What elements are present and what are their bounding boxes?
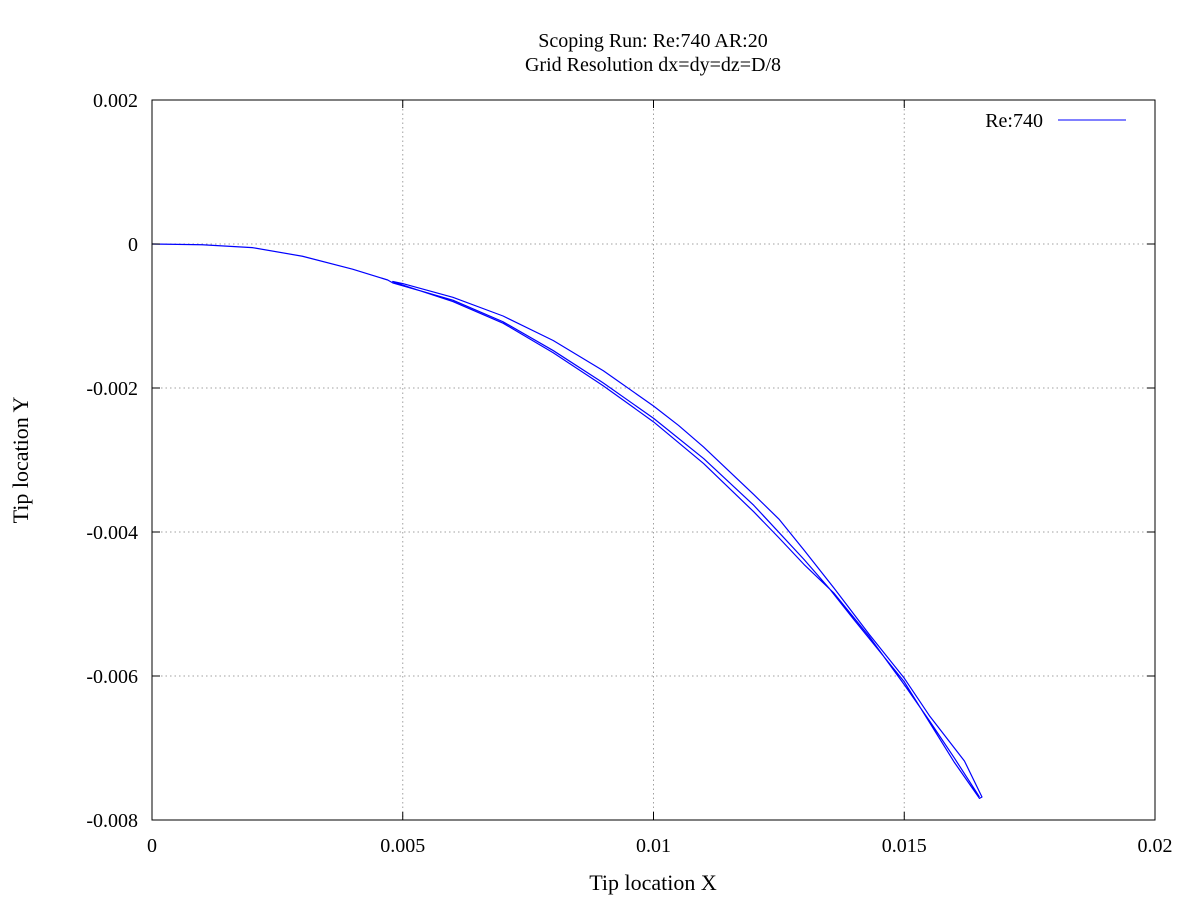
legend: Re:740 [985,110,1126,132]
y-tick-label: -0.008 [86,810,138,832]
series-layer [151,243,983,800]
series-line-re740 [151,243,983,800]
y-tick-label: -0.002 [86,378,138,400]
legend-label: Re:740 [985,110,1043,132]
x-tick-label: 0.01 [636,835,671,857]
grid-lines [152,100,1155,820]
chart-subtitle: Grid Resolution dx=dy=dz=D/8 [525,54,781,76]
y-tick-label: -0.006 [86,666,138,688]
axis-ticks: 0 0.005 0.01 0.015 0.02 0.002 0 -0.002 -0.004 -0.… [86,90,1172,857]
x-tick-label: 0.005 [380,835,425,857]
y-axis-label: Tip location Y [8,397,33,524]
y-tick-label: 0.002 [93,90,138,112]
x-tick-label: 0 [147,835,157,857]
x-axis-label: Tip location X [589,870,717,895]
y-tick-label: -0.004 [86,522,138,544]
chart-title: Scoping Run: Re:740 AR:20 [538,30,767,52]
x-tick-label: 0.015 [882,835,927,857]
y-tick-label: 0 [128,234,138,256]
x-tick-label: 0.02 [1138,835,1173,857]
